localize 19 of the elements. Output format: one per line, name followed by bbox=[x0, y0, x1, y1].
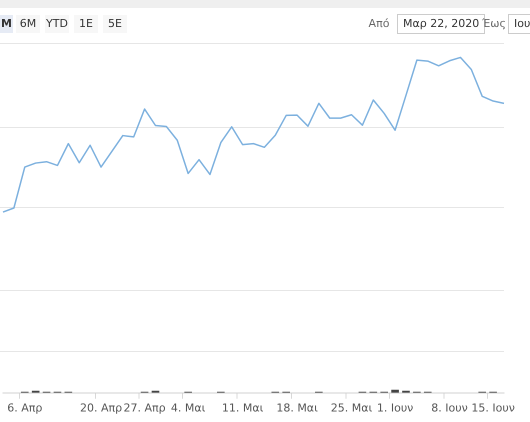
text: Μαρ 22, 2020 bbox=[403, 17, 480, 30]
x-tick-label: 4. Μαι bbox=[170, 401, 206, 414]
x-tick-label: 8. Ιουν bbox=[431, 401, 468, 414]
x-tick-label: 27. Απρ bbox=[124, 401, 166, 414]
x-tick-label: 25. Μαι bbox=[330, 401, 373, 414]
x-tick-label: 1. Ιουν bbox=[376, 401, 414, 414]
text: Έως bbox=[482, 16, 506, 32]
text: M bbox=[0, 15, 13, 33]
text: Ιου bbox=[508, 14, 530, 34]
text: YTD bbox=[45, 15, 69, 33]
x-tick-label: 15. Ιουν bbox=[471, 401, 515, 414]
x-tick-label: 6. Απρ bbox=[7, 401, 42, 414]
text: Από bbox=[368, 16, 390, 32]
x-tick-label: 20. Απρ bbox=[80, 401, 122, 414]
text: 6M bbox=[16, 15, 40, 33]
text: 1E bbox=[74, 15, 98, 33]
x-tick-label: 18. Μαι bbox=[276, 401, 318, 414]
text: 5E bbox=[103, 15, 127, 33]
x-tick-label: 11. Μαι bbox=[222, 401, 264, 414]
